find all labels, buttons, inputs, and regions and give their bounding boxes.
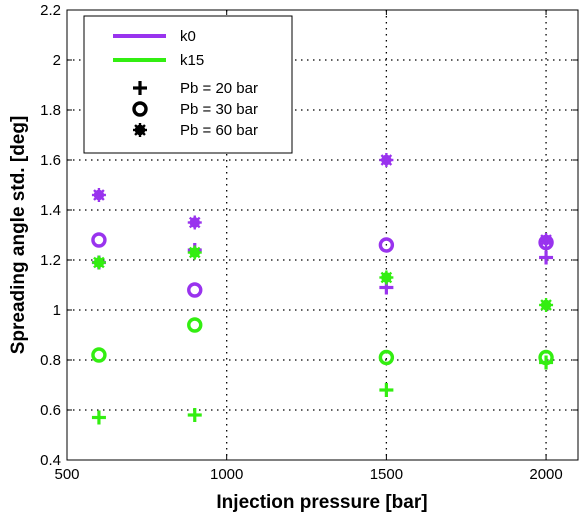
x-tick-label: 2000 [529,466,562,483]
legend-label-pb60: Pb = 60 bar [180,122,258,139]
x-tick-label: 500 [54,466,79,483]
legend-box [83,15,293,154]
data-point-k15-plus [379,383,394,397]
legend-label-pb30: Pb = 30 bar [180,101,258,118]
legend: k0 k15 Pb = 20 bar Pb = 30 bar Pb = 60 b… [83,15,293,154]
x-tick-label: 1000 [210,466,243,483]
data-point-k15-circle [538,349,554,366]
x-axis-title: Injection pressure [bar] [216,492,427,513]
data-point-k15-circle [91,347,107,363]
data-point-k0-circle [187,282,203,298]
y-tick-label: 1.2 [40,252,61,269]
y-axis-title: Spreading angle std. [deg] [8,116,29,355]
y-tick-label: 0.6 [40,402,61,419]
data-points [91,153,554,425]
data-point-k0-plus [539,250,554,265]
y-tick-label: 1.6 [40,152,61,169]
data-point-k0-asterisk [187,215,202,230]
data-point-k15-plus [91,410,106,425]
legend-marker-plus [133,81,147,95]
y-tick-label: 0.4 [40,452,61,469]
axis-ticks: 500 1000 1500 2000 0.4 0.6 0.8 1 1.2 1.4 1.6 1.8 2 2.… [40,2,578,483]
data-point-k15-asterisk [187,245,202,260]
data-point-k15-asterisk [379,270,394,285]
legend-marker-asterisk [133,123,147,137]
legend-label-k15: k15 [180,52,204,69]
data-point-k0-asterisk [379,153,394,167]
data-point-k0-circle [378,237,395,253]
x-tick-label: 1500 [370,466,403,483]
y-tick-label: 0.8 [40,352,61,369]
y-tick-label: 1.4 [40,202,61,219]
data-point-k15-asterisk [91,255,106,270]
data-point-k0-circle [91,232,107,248]
y-tick-label: 2 [53,52,61,69]
y-tick-label: 2.2 [40,2,61,19]
y-tick-label: 1.8 [40,102,61,119]
circle-marker [132,101,148,117]
asterisk-marker [133,123,147,137]
legend-label-k0: k0 [180,28,196,45]
data-point-k15-plus [187,408,202,422]
data-point-k15-asterisk [539,298,554,312]
data-point-k0-asterisk [539,233,554,247]
legend-label-pb20: Pb = 20 bar [180,80,258,97]
data-point-k15-circle [378,349,395,366]
legend-marker-circle [132,101,148,117]
data-point-k0-asterisk [91,188,106,202]
y-tick-label: 1 [53,302,61,319]
data-point-k15-circle [187,317,203,333]
plot-frame [66,9,579,461]
plus-marker [133,81,147,95]
